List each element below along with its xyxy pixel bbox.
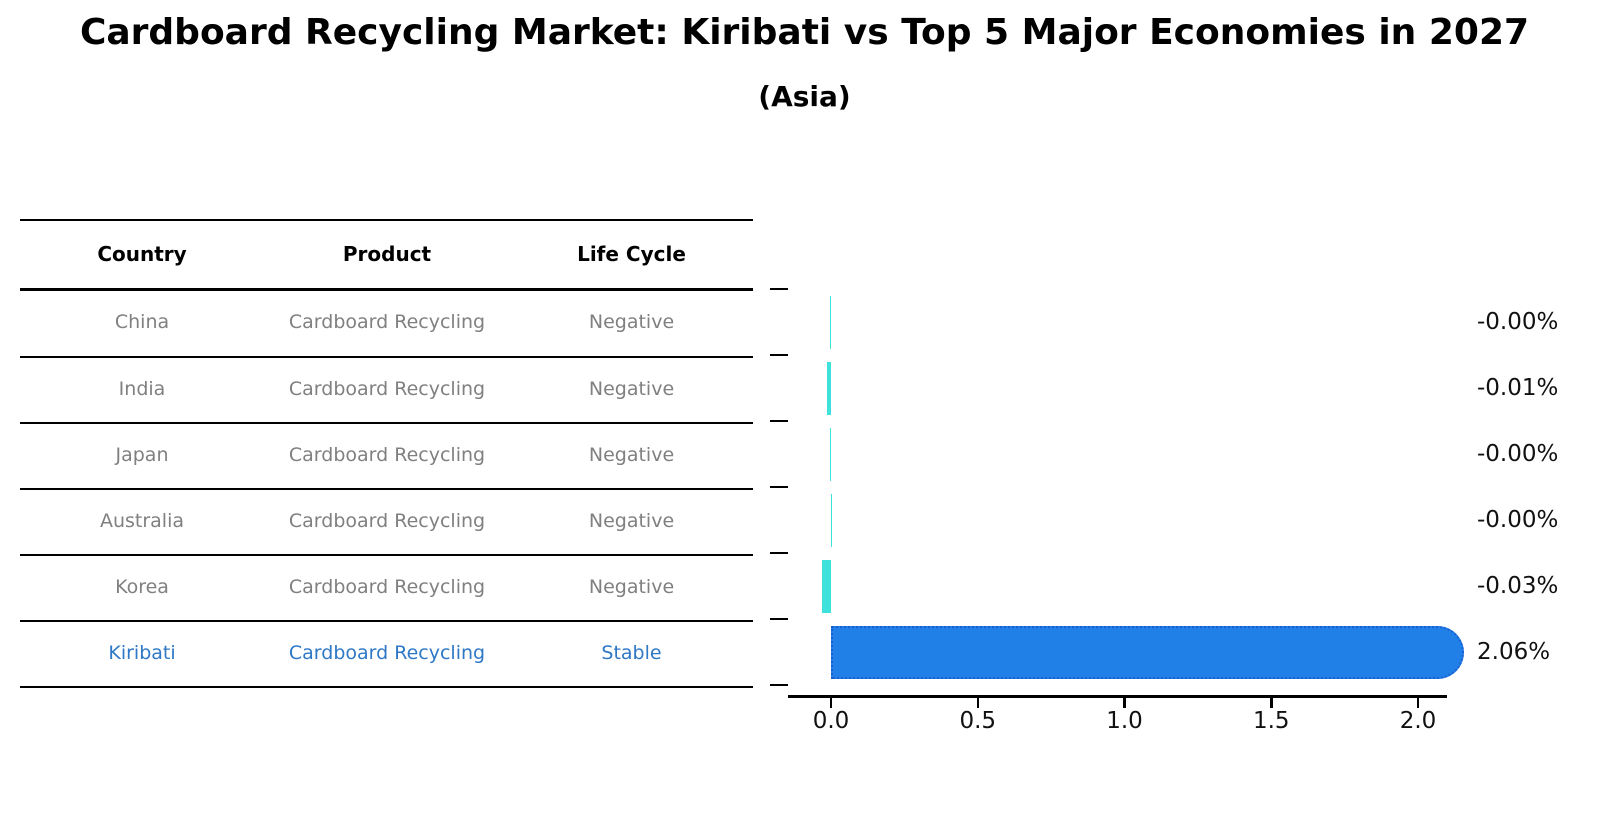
x-tick	[1416, 697, 1420, 708]
cell-country: China	[114, 311, 170, 333]
bar-china	[829, 295, 831, 349]
table-row-line	[20, 488, 753, 490]
table-header-line	[20, 288, 753, 291]
x-tick	[976, 697, 979, 708]
cell-life-cycle: Negative	[588, 510, 675, 532]
y-tick	[770, 288, 788, 290]
cell-country: Korea	[115, 576, 169, 598]
x-tick-label: 0.5	[959, 708, 997, 734]
value-label-korea: -0.03%	[1477, 573, 1559, 599]
y-tick	[770, 684, 788, 686]
header-country: Country	[97, 242, 187, 266]
header-product: Product	[342, 242, 432, 266]
y-tick	[770, 618, 788, 620]
value-label-australia: -0.00%	[1477, 507, 1559, 533]
cell-life-cycle: Negative	[588, 444, 675, 466]
x-tick	[1123, 697, 1126, 708]
cell-product: Cardboard Recycling	[288, 576, 486, 598]
cell-country: Japan	[115, 444, 169, 466]
x-axis-line	[788, 695, 1447, 698]
cell-product: Cardboard Recycling	[288, 311, 486, 333]
cell-product: Cardboard Recycling	[288, 444, 486, 466]
y-tick	[770, 354, 788, 356]
table-row-line	[20, 554, 753, 556]
cell-life-cycle: Negative	[588, 576, 675, 598]
cell-product: Cardboard Recycling	[288, 642, 486, 664]
bar-kiribati	[831, 625, 1464, 679]
y-tick	[770, 420, 788, 422]
table-top-line	[20, 219, 753, 221]
x-tick-label: 2.0	[1399, 708, 1437, 734]
bar-australia	[830, 493, 831, 547]
page-subtitle: (Asia)	[758, 80, 851, 113]
bar-japan	[829, 427, 831, 481]
value-label-japan: -0.00%	[1477, 441, 1559, 467]
cell-country: Australia	[99, 510, 185, 532]
value-label-india: -0.01%	[1477, 375, 1559, 401]
table-row-line	[20, 422, 753, 424]
country-table: Country Product Life Cycle China Cardboa…	[20, 219, 753, 688]
cell-product: Cardboard Recycling	[288, 378, 486, 400]
value-label-kiribati: 2.06%	[1477, 639, 1551, 665]
y-tick	[770, 486, 788, 488]
page-title: Cardboard Recycling Market: Kiribati vs …	[79, 12, 1530, 53]
table-row-line	[20, 356, 753, 358]
bar-india	[827, 361, 831, 415]
header-life-cycle: Life Cycle	[577, 242, 686, 266]
x-tick	[829, 697, 833, 708]
x-tick-label: 0.0	[812, 708, 850, 734]
y-tick	[770, 552, 788, 554]
x-tick-label: 1.5	[1252, 708, 1290, 734]
x-tick	[1270, 697, 1273, 708]
table-row-line	[20, 620, 753, 622]
x-tick-label: 1.0	[1106, 708, 1143, 734]
cell-country: India	[118, 378, 166, 400]
cell-life-cycle: Negative	[588, 378, 675, 400]
bar-korea	[822, 559, 831, 613]
cell-life-cycle: Negative	[588, 311, 675, 333]
cell-product: Cardboard Recycling	[288, 510, 486, 532]
table-bottom-line	[20, 686, 753, 688]
cell-life-cycle: Stable	[601, 642, 662, 664]
cell-country: Kiribati	[108, 642, 176, 664]
value-label-china: -0.00%	[1477, 309, 1559, 335]
